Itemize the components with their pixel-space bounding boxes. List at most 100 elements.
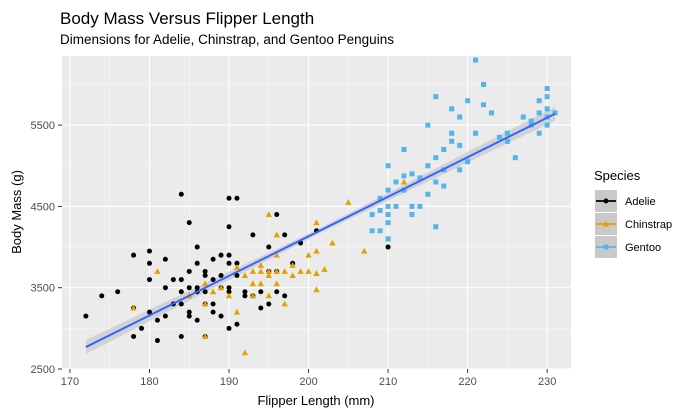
gentoo-point [449,130,455,136]
gentoo-point [544,106,550,112]
chart-title: Body Mass Versus Flipper Length [60,9,314,28]
adelie-point [194,285,200,291]
adelie-point [218,273,224,279]
adelie-point [170,277,176,283]
legend-label: Chinstrap [625,219,672,231]
x-axis-title: Flipper Length (mm) [257,393,374,408]
adelie-point [234,260,240,266]
adelie-point [266,244,272,250]
chinstrap-point [289,272,296,278]
gentoo-point [441,183,447,189]
chinstrap-point [265,292,272,299]
chinstrap-point [305,251,312,258]
adelie-point [202,289,208,295]
chinstrap-point [305,268,312,274]
chinstrap-point [345,199,352,205]
adelie-point [385,244,391,250]
gentoo-point [377,195,383,201]
gentoo-point [536,110,542,116]
x-tick-label: 170 [61,376,79,388]
adelie-point [139,325,145,331]
adelie-point [146,248,152,254]
adelie-point [178,289,184,295]
adelie-point [194,260,200,266]
gentoo-point [536,130,542,136]
legend-item-gentoo: Gentoo [595,236,661,258]
gentoo-point [481,81,487,87]
adelie-point [131,252,137,258]
chinstrap-point [257,262,264,268]
trend-line-layer [85,112,556,348]
adelie-point [83,313,89,319]
chinstrap-point [321,266,328,272]
gentoo-point [401,146,407,152]
adelie-point [99,293,105,299]
chinstrap-point [400,178,408,185]
gentoo-point [449,106,455,112]
adelie-point [282,293,288,299]
gentoo-point [544,94,550,100]
trend-line [85,112,556,348]
gentoo-point [393,179,399,185]
gentoo-point [417,203,423,209]
adelie-point [162,256,168,262]
chinstrap-point [225,292,233,299]
gentoo-point [457,142,463,148]
chinstrap-point [233,264,241,270]
legend-label: Gentoo [625,242,661,254]
gentoo-point [377,207,383,213]
gentoo-point [441,146,447,152]
chinstrap-point [241,272,249,278]
gentoo-point [433,179,439,185]
adelie-point [210,309,216,315]
y-tick-label: 5500 [31,120,55,132]
adelie-point [226,285,232,291]
adelie-point [218,252,224,258]
gentoo-point [369,212,375,218]
gentoo-point [385,212,391,218]
gentoo-point [504,138,510,144]
gentoo-point [409,203,415,209]
adelie-point [186,309,192,315]
gentoo-point [425,191,431,197]
adelie-point [242,293,248,299]
chinstrap-point [273,280,280,287]
x-tick-label: 180 [140,376,158,388]
gentoo-point [473,57,479,63]
adelie-point [258,305,264,311]
adelie-point [162,285,168,291]
gentoo-point [465,159,471,165]
gentoo-point [385,163,391,169]
chinstrap-point [249,280,257,287]
adelie-point [146,277,152,283]
chinstrap-point [329,239,336,246]
gentoo-point [425,122,431,128]
gentoo-point [481,102,487,108]
gentoo-point [449,138,455,144]
chinstrap-point [289,262,296,268]
chinstrap-point [273,251,280,258]
adelie-point [194,244,200,250]
chinstrap-point [265,272,272,278]
chinstrap-point [202,280,209,287]
adelie-point [178,333,184,339]
adelie-point [162,313,168,319]
legend-title: Species [594,168,641,183]
chinstrap-point [202,333,209,339]
chinstrap-point [281,268,288,274]
gentoo-point [409,212,415,218]
chinstrap-point [313,219,320,226]
gentoo-point [528,118,534,124]
gentoo-point [417,175,423,181]
chinstrap-point [297,268,304,274]
adelie-point [274,212,280,218]
chinstrap-point [313,247,320,254]
y-tick-label: 3500 [31,283,55,295]
adelie-point [210,301,216,307]
x-axis: 170 180 190 200 210 220 230 [61,369,556,388]
adelie-point [146,309,152,315]
x-tick-label: 220 [458,376,476,388]
chinstrap-point [209,288,217,295]
adelie-point [258,289,264,295]
